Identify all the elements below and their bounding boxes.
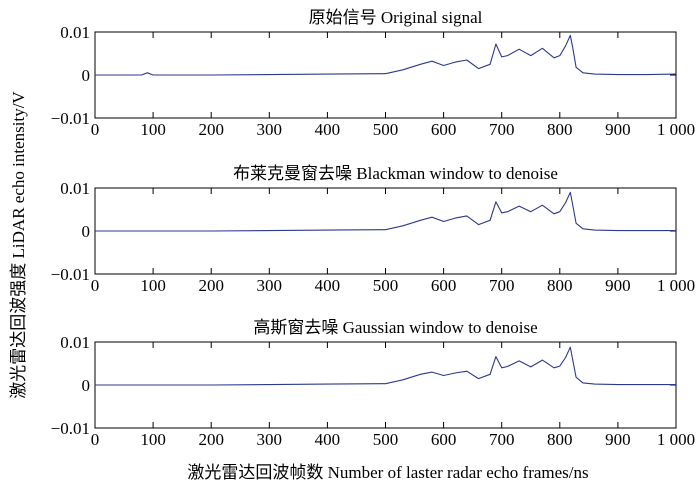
panel-2-xtick-label: 400 [315,276,341,295]
panel-2-xtick-label: 300 [257,276,283,295]
panel-1-xtick-label: 500 [373,120,399,139]
panel-1-title: 原始信号 Original signal [309,8,483,27]
panel-3-xtick-label: 1 000 [657,430,695,449]
panel-3-ytick-label: 0 [82,376,91,395]
x-axis-label: 激光雷达回波帧数 Number of laster radar echo fra… [187,463,588,482]
panel-1-xtick-label: 200 [198,120,224,139]
panel-2-title: 布莱克曼窗去噪 Blackman window to denoise [233,164,558,183]
panel-2-ytick-label: 0 [82,222,91,241]
panel-2-xtick-label: 500 [373,276,399,295]
panel-3-xtick-label: 400 [315,430,341,449]
panel-1-xtick-label: 400 [315,120,341,139]
panel-3-xtick-label: 200 [198,430,224,449]
panel-2-ytick-label: −0.01 [51,265,90,284]
panel-2-xtick-label: 700 [489,276,515,295]
y-axis-label: 激光雷达回波强度 LiDAR echo intensity/V [9,91,28,399]
panel-3-xtick-label: 800 [547,430,573,449]
panel-2-xtick-label: 100 [140,276,166,295]
panel-3-xtick-label: 500 [373,430,399,449]
panel-3-xtick-label: 300 [257,430,283,449]
panel-3-title: 高斯窗去噪 Gaussian window to denoise [253,318,537,337]
panel-1-xtick-label: 300 [257,120,283,139]
panel-3-ytick-label: −0.01 [51,419,90,438]
panel-3-xtick-label: 100 [140,430,166,449]
panel-2-xtick-label: 1 000 [657,276,695,295]
panel-1-xtick-label: 0 [91,120,100,139]
panel-1-xtick-label: 1 000 [657,120,695,139]
panel-1-xtick-label: 100 [140,120,166,139]
panel-1-ytick-label: 0.01 [60,23,90,42]
panel-2-xtick-label: 800 [547,276,573,295]
panel-2-xtick-label: 600 [431,276,457,295]
panel-1-signal-line [95,34,677,76]
panel-3-xtick-label: 900 [605,430,631,449]
panel-3-ytick-label: 0.01 [60,333,90,352]
panel-3-signal-line [95,346,676,386]
panel-2-xtick-label: 0 [91,276,100,295]
panel-1-ytick-label: 0 [82,66,91,85]
panel-2-xtick-label: 900 [605,276,631,295]
panel-1-xtick-label: 900 [605,120,631,139]
panel-1-xtick-label: 700 [489,120,515,139]
panel-1-xtick-label: 600 [431,120,457,139]
panel-3-xtick-label: 600 [431,430,457,449]
panel-3-xtick-label: 700 [489,430,515,449]
panel-3-xtick-label: 0 [91,430,100,449]
panel-2-signal-line [95,191,676,232]
panel-2-xtick-label: 200 [198,276,224,295]
panel-1-xtick-label: 800 [547,120,573,139]
panel-1-ytick-label: −0.01 [51,109,90,128]
panel-2-ytick-label: 0.01 [60,179,90,198]
